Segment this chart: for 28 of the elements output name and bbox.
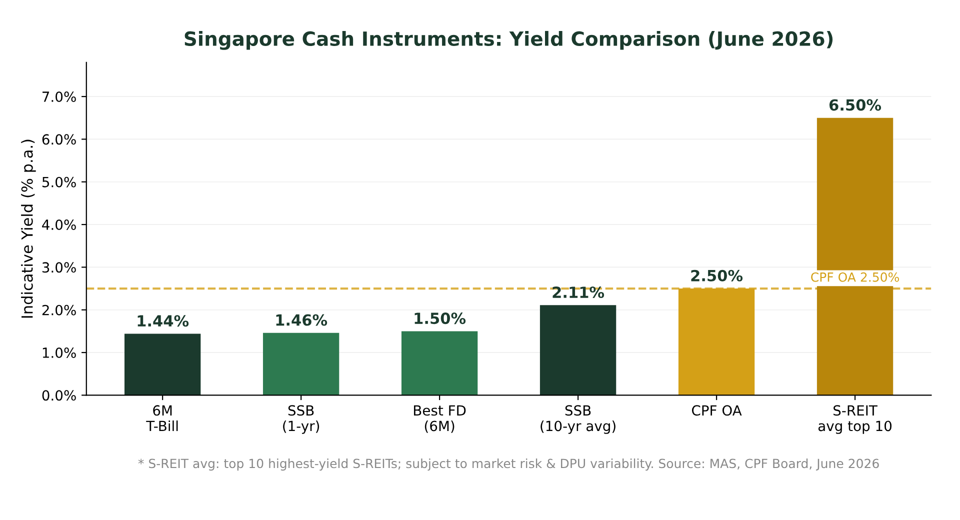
- x-tick-label: Best FD (6M): [414, 405, 466, 433]
- x-tick-label: 6M T-Bill: [146, 405, 178, 432]
- x-tick-label: S-REIT avg top 10: [818, 405, 892, 434]
- data-label: 2.50%: [691, 270, 743, 282]
- y-tick-label: 5.0%: [42, 176, 76, 188]
- data-label: 1.44%: [138, 315, 189, 327]
- x-tick-label: SSB (1-yr): [283, 405, 320, 434]
- x-tick-label: SSB (10-yr avg): [540, 405, 616, 434]
- bar: [124, 334, 201, 396]
- data-label: 1.46%: [276, 314, 328, 326]
- ref-line-label: CPF OA 2.50%: [811, 272, 899, 282]
- bar: [262, 332, 340, 396]
- y-tick-label: 1.0%: [42, 348, 76, 358]
- y-tick-label: 2.0%: [42, 304, 76, 316]
- y-tick-label: 6.0%: [42, 134, 76, 145]
- chart-title: Singapore Cash Instruments: Yield Comparison (June 2026): [184, 30, 833, 50]
- data-label: 1.50%: [414, 312, 466, 324]
- y-tick-label: 4.0%: [42, 220, 76, 230]
- bar: [540, 305, 616, 396]
- x-tick-label: CPF OA: [692, 405, 742, 416]
- data-label: 6.50%: [829, 99, 882, 111]
- data-label: 2.11%: [552, 286, 604, 298]
- text: * S-REIT avg: top 10 highest-yield S-REITs; subject to market risk & DPU variability. Source: MAS, CPF Board, June 2026: [138, 458, 879, 471]
- bar: [401, 331, 478, 396]
- y-tick-label: 7.0%: [42, 92, 76, 102]
- y-tick-label: 3.0%: [42, 262, 76, 273]
- y-axis-title: Indicative Yield (% p.a.): [21, 140, 36, 318]
- y-tick-label: 0.0%: [42, 390, 76, 401]
